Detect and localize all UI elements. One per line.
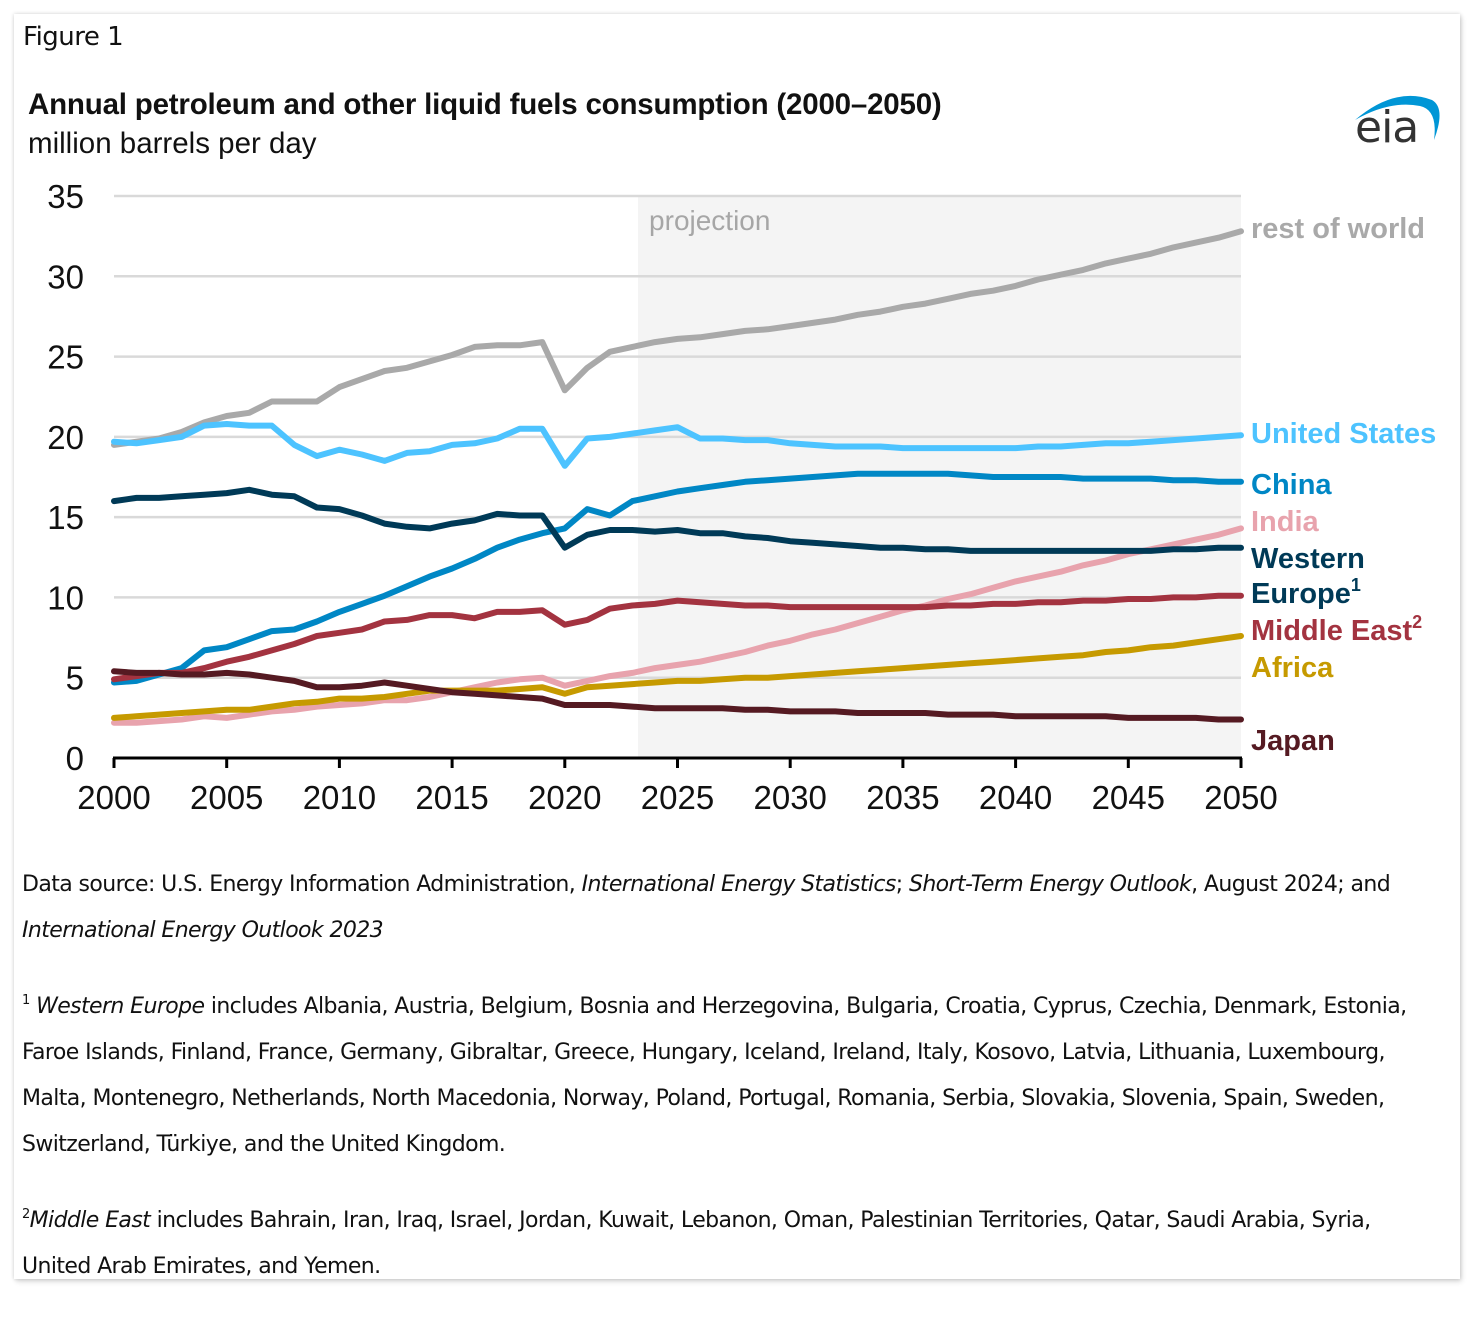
series-line-japan xyxy=(111,668,1244,723)
footnote-1: 1 Western Europe includes Albania, Austr… xyxy=(22,984,1442,1168)
x-tick-label: 2050 xyxy=(1204,779,1277,816)
x-tick-label: 2040 xyxy=(979,779,1052,816)
x-tick-label: 2045 xyxy=(1092,779,1165,816)
footnote-2: 2Middle East includes Bahrain, Iran, Ira… xyxy=(22,1198,1442,1290)
series-label-united-states: United States xyxy=(1251,418,1436,450)
x-tick-label: 2020 xyxy=(528,779,601,816)
x-tick-label: 2030 xyxy=(753,779,826,816)
x-tick-label: 2005 xyxy=(190,779,263,816)
logo-text: eia xyxy=(1355,102,1419,153)
source-title-steo: Short-Term Energy Outlook xyxy=(908,872,1192,897)
x-tick-labels: 2000 2005 2010 2015 2020 2025 2030 2035 2040 2045… xyxy=(77,779,1277,816)
y-tick-label: 15 xyxy=(47,499,84,536)
x-tick-label: 2000 xyxy=(77,779,150,816)
footnote-1-term: Western Europe xyxy=(36,994,205,1019)
x-tick-label: 2025 xyxy=(641,779,714,816)
series-labels: rest of world United States China India West… xyxy=(1251,213,1436,757)
series-label-rest-of-world: rest of world xyxy=(1251,213,1425,245)
source-title-ieo: International Energy Outlook 2023 xyxy=(22,918,384,943)
source-text-2: , August 2024; and xyxy=(1191,872,1391,897)
y-tick-label: 5 xyxy=(66,660,84,697)
series-label-japan: Japan xyxy=(1251,725,1335,757)
projection-label: projection xyxy=(649,205,770,236)
y-tick-label: 20 xyxy=(47,419,84,456)
footnote-1-text: includes Albania, Austria, Belgium, Bosn… xyxy=(22,994,1407,1157)
series-line-africa xyxy=(111,633,1244,721)
series-line-middle-east xyxy=(111,592,1244,683)
series-label-africa: Africa xyxy=(1251,652,1334,684)
series-label-india: India xyxy=(1251,506,1320,538)
x-tick-label: 2015 xyxy=(415,779,488,816)
chart-subtitle: million barrels per day xyxy=(28,127,317,160)
source-text: Data source: U.S. Energy Information Adm… xyxy=(22,872,582,897)
chart-title: Annual petroleum and other liquid fuels … xyxy=(28,88,942,121)
series-label-china: China xyxy=(1251,469,1332,501)
eia-logo: eia xyxy=(1350,92,1445,162)
source-separator: ; xyxy=(895,872,909,897)
series-lines xyxy=(111,228,1244,726)
y-tick-label: 0 xyxy=(66,740,84,777)
footnote-1-mark: 1 xyxy=(22,993,30,1008)
axes xyxy=(112,756,1243,768)
logo-swoosh-icon xyxy=(1355,95,1440,140)
footnote-2-mark: 2 xyxy=(22,1207,30,1222)
series-line-western-europe xyxy=(111,486,1244,554)
data-source-note: Data source: U.S. Energy Information Adm… xyxy=(22,862,1442,954)
series-line-china xyxy=(111,470,1244,686)
y-tick-label: 10 xyxy=(47,579,84,616)
y-tick-label: 25 xyxy=(47,339,84,376)
source-title-ies: International Energy Statistics xyxy=(581,872,897,897)
series-line-india xyxy=(111,525,1244,726)
y-tick-label: 35 xyxy=(47,178,84,215)
x-tick-label: 2010 xyxy=(303,779,376,816)
series-label-western-europe-line1: Western xyxy=(1251,543,1365,575)
chart-notes: Data source: U.S. Energy Information Adm… xyxy=(22,862,1442,1320)
y-tick-labels: 0 5 10 15 20 25 30 35 xyxy=(47,178,84,777)
series-label-middle-east: Middle East2 xyxy=(1251,612,1422,647)
x-tick-label: 2035 xyxy=(866,779,939,816)
footnote-2-text: includes Bahrain, Iran, Iraq, Israel, Jo… xyxy=(22,1208,1371,1279)
figure-label: Figure 1 xyxy=(23,22,124,52)
series-line-rest-of-world xyxy=(111,228,1244,448)
series-label-western-europe-line2: Europe1 xyxy=(1251,575,1361,610)
y-tick-label: 30 xyxy=(47,258,84,295)
footnote-2-term: Middle East xyxy=(29,1208,151,1233)
series-line-united-states xyxy=(111,421,1244,469)
